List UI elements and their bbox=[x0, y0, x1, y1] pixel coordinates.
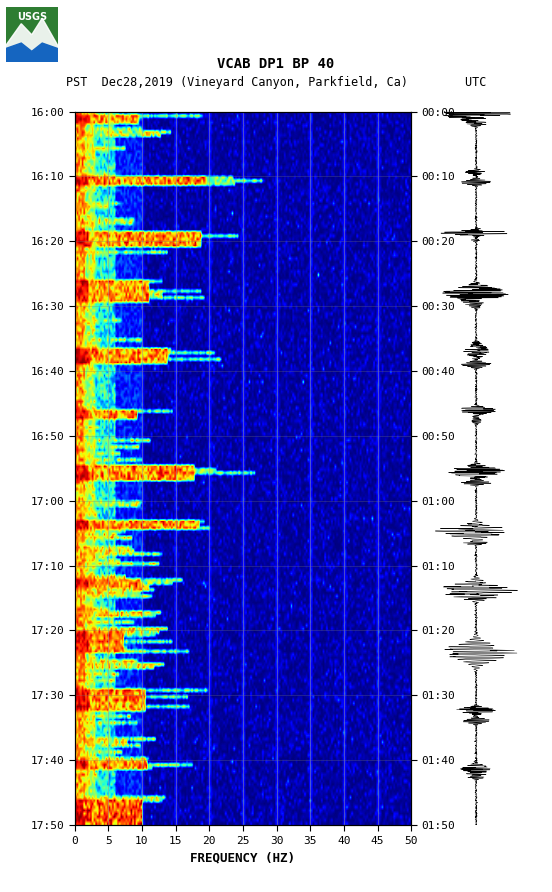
Polygon shape bbox=[6, 7, 58, 62]
Polygon shape bbox=[6, 18, 58, 62]
X-axis label: FREQUENCY (HZ): FREQUENCY (HZ) bbox=[190, 851, 295, 864]
Text: USGS: USGS bbox=[17, 12, 47, 21]
Text: VCAB DP1 BP 40: VCAB DP1 BP 40 bbox=[217, 57, 335, 71]
Text: PST  Dec28,2019 (Vineyard Canyon, Parkfield, Ca)        UTC: PST Dec28,2019 (Vineyard Canyon, Parkfie… bbox=[66, 76, 486, 89]
Polygon shape bbox=[6, 43, 58, 62]
